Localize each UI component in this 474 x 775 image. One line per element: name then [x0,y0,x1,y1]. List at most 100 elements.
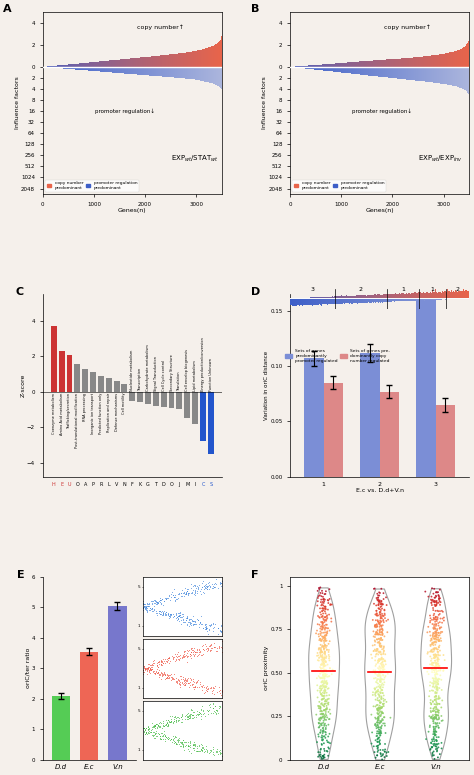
Point [141,603,148,615]
Point [191,615,199,628]
Point [183,644,191,656]
Point [435,707,442,719]
Point [374,649,382,661]
Point [319,622,327,634]
Point [155,596,162,608]
Point [433,649,440,661]
Point [377,701,384,714]
Point [209,687,216,699]
Point [435,660,442,672]
Point [432,650,440,663]
Point [374,746,382,758]
Point [433,649,440,662]
Point [179,739,187,752]
Point [374,711,382,724]
Point [430,712,438,725]
Point [319,622,327,634]
Point [435,738,442,750]
Point [428,741,436,753]
Point [381,654,389,666]
Point [371,619,379,632]
Point [439,715,447,727]
Point [150,657,157,670]
Point [172,672,180,684]
Point [180,612,187,625]
Point [319,649,326,661]
Point [435,662,442,674]
Point [179,738,187,750]
Point [319,657,326,670]
Point [373,592,380,604]
Point [179,671,186,684]
Point [434,717,441,729]
Point [379,663,387,676]
Point [319,670,327,682]
Point [432,712,440,725]
Point [153,718,160,731]
Point [167,608,175,620]
Point [433,735,440,747]
Point [383,749,391,762]
Point [145,722,152,734]
Point [317,627,324,639]
Point [434,611,441,623]
Point [325,713,333,725]
Point [436,622,444,635]
Point [380,614,387,626]
Point [147,663,155,675]
Point [156,732,164,745]
Point [164,652,172,664]
Point [319,666,327,678]
Point [319,674,327,687]
Point [201,618,209,630]
Point [437,625,445,638]
Point [187,673,194,686]
Point [170,673,177,685]
Point [139,604,147,616]
Point [376,722,384,734]
Point [319,652,326,664]
Point [201,745,209,757]
Point [429,622,437,634]
Point [191,705,198,718]
Point [375,655,383,667]
Point [180,590,188,602]
Point [191,646,198,658]
Point [320,593,328,605]
Point [321,588,328,601]
Point [432,628,440,640]
Point [168,671,176,684]
Point [325,597,332,609]
Point [438,621,445,633]
Point [148,595,155,608]
Point [182,679,189,691]
Point [194,643,201,656]
Point [323,650,330,663]
Point [321,626,329,639]
Point [431,704,438,717]
Point [326,654,333,666]
Point [427,702,435,715]
Point [382,648,389,660]
Point [375,617,383,629]
Point [192,677,200,690]
Point [162,731,170,743]
Point [164,732,172,745]
Point [377,653,384,666]
Point [191,739,198,751]
Point [433,742,441,755]
Point [166,716,174,728]
Point [322,602,329,615]
Point [173,675,181,687]
Point [173,738,180,750]
Point [435,693,443,705]
Point [378,701,385,714]
Point [176,649,183,662]
Point [318,734,326,746]
Bar [129,391,135,401]
Point [374,694,381,707]
Point [149,720,157,732]
Point [199,622,207,634]
Point [322,618,330,631]
Point [376,595,383,608]
